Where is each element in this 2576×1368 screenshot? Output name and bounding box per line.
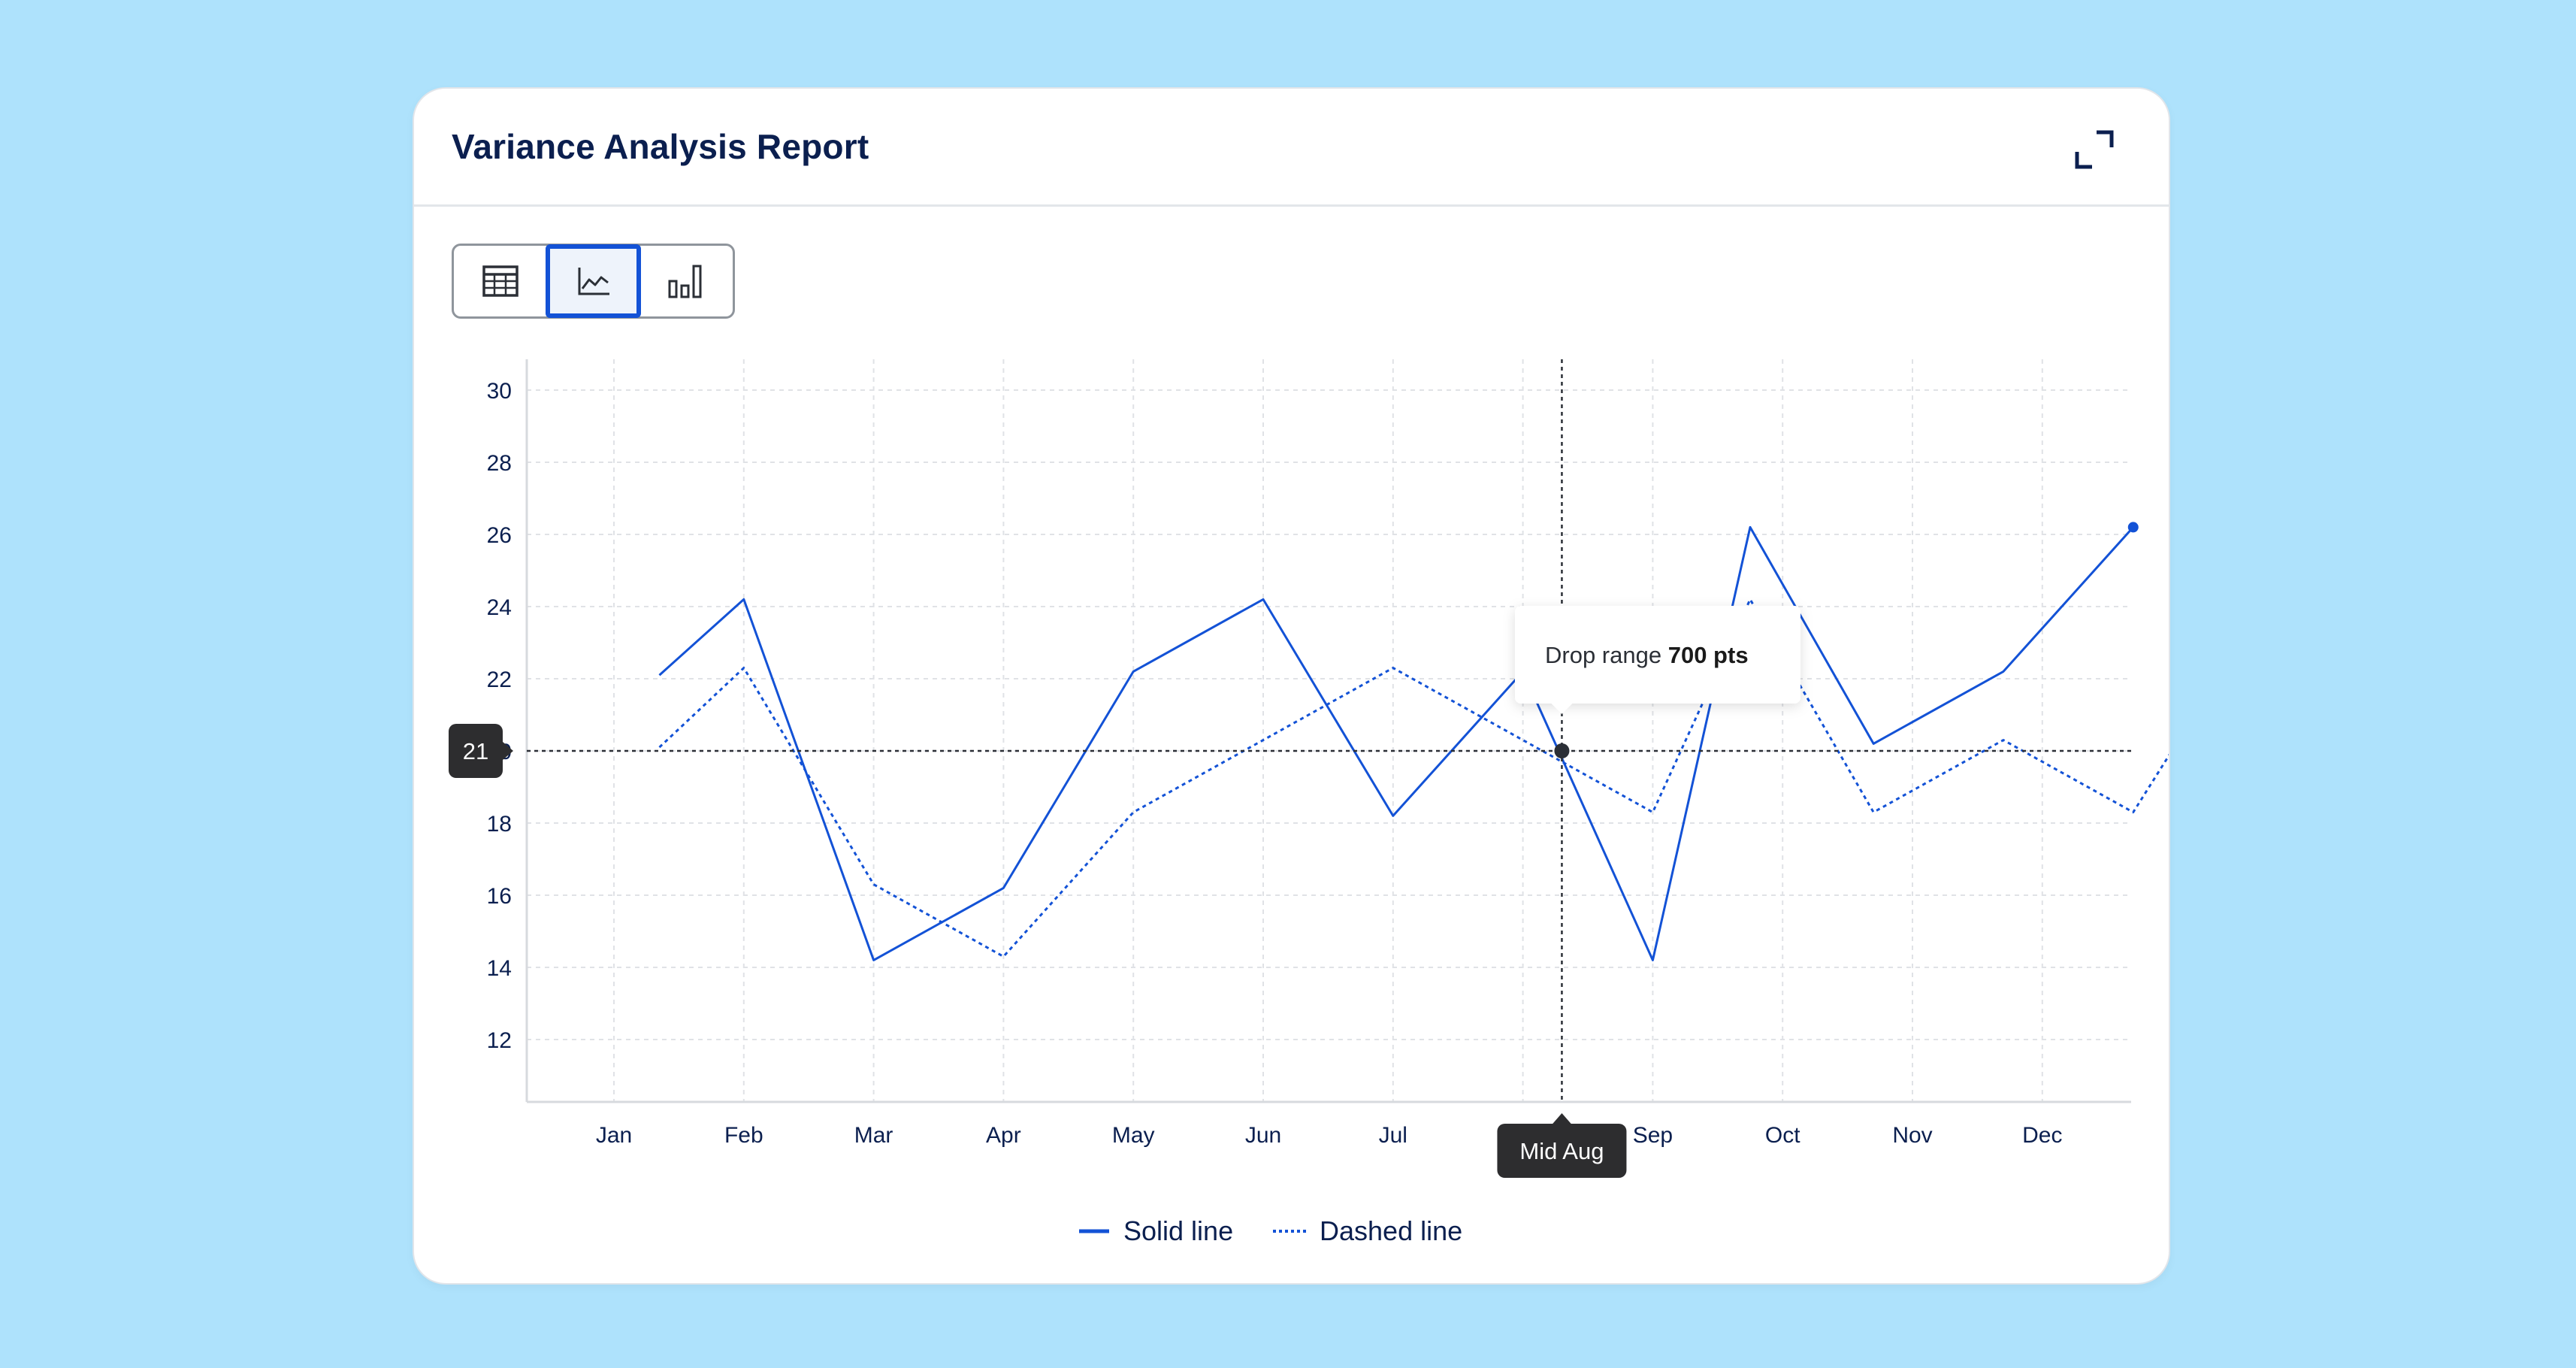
y-tick-label: 16 xyxy=(487,884,512,909)
bar-chart-icon xyxy=(668,265,702,298)
report-title: Variance Analysis Report xyxy=(452,127,869,166)
x-tick-label: Feb xyxy=(724,1123,763,1148)
y-tick-label: 14 xyxy=(487,956,512,981)
y-tick-label: 22 xyxy=(487,667,512,692)
table-icon xyxy=(482,265,519,297)
line-view-button[interactable] xyxy=(545,244,642,318)
y-tick-label: 24 xyxy=(487,595,512,620)
y-tick-label: 28 xyxy=(487,451,512,476)
x-tick-label: Dec xyxy=(2022,1123,2062,1148)
y-value-badge xyxy=(449,724,503,778)
tooltip-label: Drop range xyxy=(1545,642,1668,668)
x-tick-label: Sep xyxy=(1633,1123,1673,1148)
series-line-solid xyxy=(658,525,2134,961)
tooltip-pointer xyxy=(1551,704,1573,714)
x-tick-label: Jun xyxy=(1245,1123,1281,1148)
x-value-badge-label: Mid Aug xyxy=(1519,1138,1604,1164)
y-tick-label: 12 xyxy=(487,1028,512,1053)
crosshair-point[interactable] xyxy=(1554,743,1570,758)
tooltip-box xyxy=(1515,606,1800,704)
table-view-button[interactable] xyxy=(454,246,547,316)
series-line-dotted xyxy=(658,598,2169,958)
x-value-badge xyxy=(1497,1124,1627,1178)
tooltip-value: 700 pts xyxy=(1668,642,1749,668)
y-tick-label: 30 xyxy=(487,379,512,404)
x-tick-label: Oct xyxy=(1765,1123,1800,1148)
view-toggle-group xyxy=(452,244,735,319)
y-value-badge-pointer xyxy=(503,742,513,760)
expand-icon[interactable] xyxy=(2074,129,2115,170)
legend-label-dashed: Dashed line xyxy=(1320,1215,1462,1246)
x-tick-label: Apr xyxy=(986,1123,1021,1148)
x-tick-label: Jan xyxy=(596,1123,632,1148)
y-value-badge-label: 21 xyxy=(463,738,488,764)
legend-label-solid: Solid line xyxy=(1123,1215,1233,1246)
y-tick-label: 26 xyxy=(487,523,512,548)
tooltip-text: Drop range 700 pts xyxy=(1545,642,1749,668)
y-tick-label: 18 xyxy=(487,812,512,837)
report-card: Variance Analysis Report xyxy=(413,87,2170,1285)
card-header: Variance Analysis Report xyxy=(414,89,2169,207)
x-tick-label: Mar xyxy=(854,1123,893,1148)
x-value-badge-pointer xyxy=(1551,1113,1573,1125)
bar-view-button[interactable] xyxy=(639,246,733,316)
line-chart-icon xyxy=(578,268,609,295)
line-chart: 12141618202224262830JanFebMarAprMayJunJu… xyxy=(449,359,2169,1246)
x-tick-label: May xyxy=(1112,1123,1155,1148)
x-tick-label: Nov xyxy=(1892,1123,1932,1148)
x-tick-label: Jul xyxy=(1379,1123,1407,1148)
series-end-marker xyxy=(2127,522,2139,533)
